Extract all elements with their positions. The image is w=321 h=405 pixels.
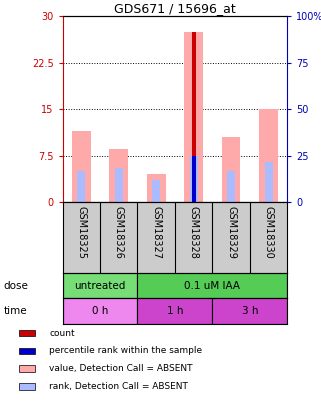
- Bar: [19, 348, 35, 354]
- Bar: [184, 32, 203, 202]
- Bar: [63, 298, 137, 324]
- Bar: [213, 298, 287, 324]
- Bar: [259, 109, 278, 202]
- Text: value, Detection Call = ABSENT: value, Detection Call = ABSENT: [49, 364, 193, 373]
- Text: GSM18329: GSM18329: [226, 206, 236, 258]
- Text: 1 h: 1 h: [167, 306, 183, 316]
- Text: time: time: [3, 306, 27, 316]
- Bar: [227, 171, 235, 202]
- Text: GSM18330: GSM18330: [264, 206, 273, 258]
- Title: GDS671 / 15696_at: GDS671 / 15696_at: [114, 2, 236, 15]
- Text: dose: dose: [3, 281, 28, 291]
- Text: untreated: untreated: [74, 281, 126, 291]
- Bar: [152, 180, 160, 202]
- Bar: [19, 383, 35, 390]
- Bar: [19, 365, 35, 372]
- Bar: [265, 162, 273, 202]
- Text: GSM18327: GSM18327: [151, 206, 161, 259]
- Bar: [192, 156, 196, 202]
- Text: GSM18326: GSM18326: [114, 206, 124, 258]
- Bar: [72, 131, 91, 202]
- Text: percentile rank within the sample: percentile rank within the sample: [49, 346, 202, 356]
- Bar: [190, 156, 198, 202]
- Bar: [77, 171, 85, 202]
- Bar: [137, 298, 213, 324]
- Text: 0 h: 0 h: [92, 306, 108, 316]
- Bar: [115, 168, 123, 202]
- Text: GSM18328: GSM18328: [189, 206, 199, 258]
- Text: 3 h: 3 h: [242, 306, 258, 316]
- Text: 0.1 uM IAA: 0.1 uM IAA: [184, 281, 240, 291]
- Bar: [147, 174, 166, 202]
- Bar: [63, 273, 137, 298]
- Text: rank, Detection Call = ABSENT: rank, Detection Call = ABSENT: [49, 382, 188, 391]
- Bar: [192, 32, 196, 202]
- Text: GSM18325: GSM18325: [76, 206, 86, 259]
- Text: count: count: [49, 329, 75, 338]
- Bar: [19, 330, 35, 337]
- Bar: [222, 137, 240, 202]
- Bar: [109, 149, 128, 202]
- Bar: [137, 273, 287, 298]
